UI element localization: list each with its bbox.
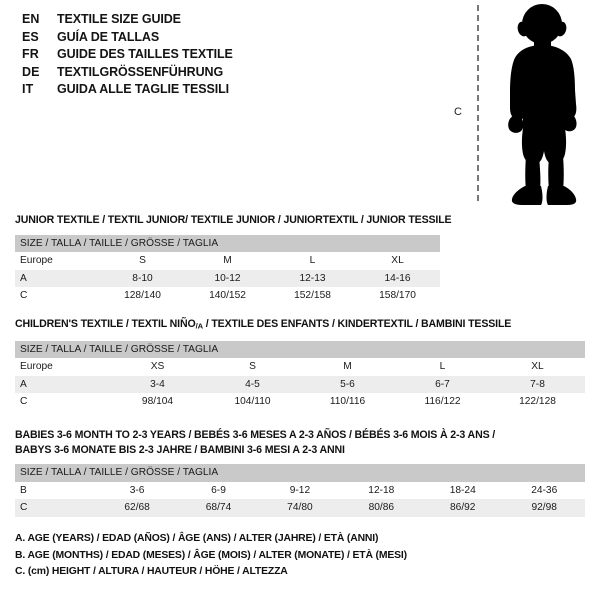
cell: 158/170 — [355, 287, 441, 305]
cell: XL — [490, 358, 586, 376]
child-silhouette-icon — [508, 4, 577, 205]
cell: 9-12 — [259, 481, 341, 499]
cell: S — [100, 252, 185, 270]
size-band-label: SIZE / TALLA / TAILLE / GRÖSSE / TAGLIA — [15, 464, 585, 482]
section-title-children-subscript: /A — [195, 321, 204, 331]
table-row: A 3-4 4-5 5-6 6-7 7-8 — [15, 375, 586, 394]
section-title-junior: JUNIOR TEXTILE / TEXTIL JUNIOR/ TEXTILE … — [15, 214, 452, 226]
cell: XS — [110, 358, 205, 376]
cell: 8-10 — [100, 269, 185, 287]
cell: M — [185, 252, 270, 270]
section-title-children-post: / TEXTILE DES ENFANTS / KINDERTEXTIL / B… — [202, 318, 512, 330]
height-measure-dashed-line — [477, 5, 479, 201]
cell: 98/104 — [110, 393, 205, 411]
table-row: C 98/104 104/110 110/116 116/122 122/128 — [15, 393, 586, 411]
row-label: A — [15, 375, 110, 394]
cell: 68/74 — [177, 499, 260, 517]
section-title-children-pre: CHILDREN'S TEXTILE / TEXTIL NIÑO — [15, 318, 196, 330]
cell: 128/140 — [100, 287, 185, 305]
table-childrens-textile: SIZE / TALLA / TAILLE / GRÖSSE / TAGLIA … — [15, 340, 586, 411]
table-row: Europe S M L XL — [15, 252, 441, 270]
language-title-row: ES GUÍA DE TALLAS — [22, 30, 422, 48]
table-junior-textile: SIZE / TALLA / TAILLE / GRÖSSE / TAGLIA … — [15, 234, 441, 305]
row-label: B — [15, 481, 97, 499]
row-label: A — [15, 269, 100, 287]
size-band-label: SIZE / TALLA / TAILLE / GRÖSSE / TAGLIA — [15, 234, 441, 252]
language-title-row: IT GUIDA ALLE TAGLIE TESSILI — [22, 82, 422, 100]
cell: L — [395, 358, 490, 376]
table-header-band: SIZE / TALLA / TAILLE / GRÖSSE / TAGLIA — [15, 464, 585, 482]
language-title: TEXTILGRÖSSENFÜHRUNG — [57, 64, 224, 79]
cell: 6-7 — [395, 375, 490, 394]
cell: XL — [355, 252, 441, 270]
cell: M — [300, 358, 395, 376]
cell: 140/152 — [185, 287, 270, 305]
height-measure-label: C — [454, 106, 462, 118]
table-row: C 62/68 68/74 74/80 80/86 86/92 92/98 — [15, 499, 585, 517]
cell: 6-9 — [177, 481, 260, 499]
language-title-row: DE TEXTILGRÖSSENFÜHRUNG — [22, 65, 422, 83]
row-label: Europe — [15, 358, 110, 376]
section-title-children: CHILDREN'S TEXTILE / TEXTIL NIÑO/A / TEX… — [15, 317, 585, 334]
table-header-band: SIZE / TALLA / TAILLE / GRÖSSE / TAGLIA — [15, 234, 441, 252]
size-band-label: SIZE / TALLA / TAILLE / GRÖSSE / TAGLIA — [15, 340, 586, 359]
legend-block: A. AGE (YEARS) / EDAD (AÑOS) / ÂGE (ANS)… — [15, 531, 407, 581]
table-babies-textile: SIZE / TALLA / TAILLE / GRÖSSE / TAGLIA … — [15, 464, 585, 517]
table-row: Europe XS S M L XL — [15, 358, 586, 376]
cell: 152/158 — [270, 287, 355, 305]
table-header-band: SIZE / TALLA / TAILLE / GRÖSSE / TAGLIA — [15, 340, 586, 359]
cell: 12-18 — [340, 481, 423, 499]
cell: 110/116 — [300, 393, 395, 411]
cell: 86/92 — [422, 499, 504, 517]
language-code: DE — [22, 64, 40, 79]
table-row: B 3-6 6-9 9-12 12-18 18-24 24-36 — [15, 481, 585, 499]
cell: 14-16 — [355, 269, 441, 287]
cell: 122/128 — [490, 393, 586, 411]
language-title-row: EN TEXTILE SIZE GUIDE — [22, 12, 422, 30]
section-babies-textile: BABIES 3-6 MONTH TO 2-3 YEARS / BEBÉS 3-… — [15, 428, 585, 517]
section-title-babies-line1: BABIES 3-6 MONTH TO 2-3 YEARS / BEBÉS 3-… — [15, 429, 496, 441]
language-title: GUÍA DE TALLAS — [57, 29, 160, 44]
cell: 4-5 — [205, 375, 300, 394]
cell: S — [205, 358, 300, 376]
cell: 24-36 — [503, 481, 585, 499]
language-code: ES — [22, 29, 39, 44]
cell: 5-6 — [300, 375, 395, 394]
legend-line-b: B. AGE (MONTHS) / EDAD (MESES) / ÂGE (MO… — [15, 549, 407, 561]
child-figure-block: C — [440, 0, 600, 210]
language-code: IT — [22, 82, 34, 97]
section-title-babies-line2: BABYS 3-6 MONATE BIS 2-3 JAHRE / BAMBINI… — [15, 443, 345, 456]
legend-line-a: A. AGE (YEARS) / EDAD (AÑOS) / ÂGE (ANS)… — [15, 533, 379, 544]
row-label: C — [15, 287, 100, 305]
table-row: A 8-10 10-12 12-13 14-16 — [15, 269, 441, 287]
row-label: Europe — [15, 252, 100, 270]
legend-line-c: C. (cm) HEIGHT / ALTURA / HAUTEUR / HÖHE… — [15, 566, 288, 577]
language-code: FR — [22, 47, 39, 62]
language-title-row: FR GUIDE DES TAILLES TEXTILE — [22, 47, 422, 65]
cell: 12-13 — [270, 269, 355, 287]
cell: 104/110 — [205, 393, 300, 411]
language-title: GUIDA ALLE TAGLIE TESSILI — [57, 82, 230, 97]
section-childrens-textile: CHILDREN'S TEXTILE / TEXTIL NIÑO/A / TEX… — [15, 317, 586, 411]
language-title: GUIDE DES TAILLES TEXTILE — [57, 47, 233, 62]
cell: 80/86 — [340, 499, 423, 517]
language-code: EN — [22, 12, 40, 26]
cell: 3-6 — [96, 481, 178, 499]
language-title: TEXTILE SIZE GUIDE — [57, 12, 181, 26]
cell: 10-12 — [185, 269, 270, 287]
cell: 74/80 — [259, 499, 341, 517]
table-row: C 128/140 140/152 152/158 158/170 — [15, 287, 441, 305]
section-junior-textile: JUNIOR TEXTILE / TEXTIL JUNIOR/ TEXTILE … — [15, 213, 452, 305]
row-label: C — [15, 393, 110, 411]
cell: 3-4 — [110, 375, 205, 394]
cell: 18-24 — [422, 481, 504, 499]
cell: 7-8 — [490, 375, 586, 394]
row-label: C — [15, 499, 97, 517]
cell: 62/68 — [96, 499, 178, 517]
language-title-block: EN TEXTILE SIZE GUIDE ES GUÍA DE TALLAS FR GU… — [22, 12, 422, 100]
cell: 116/122 — [395, 393, 490, 411]
cell: L — [270, 252, 355, 270]
cell: 92/98 — [503, 499, 585, 517]
